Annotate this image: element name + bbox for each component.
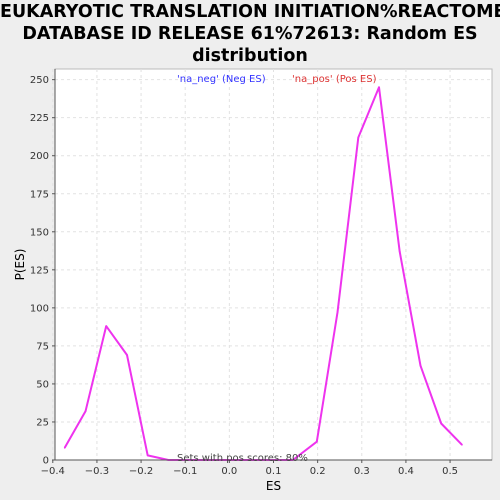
- y-tick-label: 175: [30, 189, 49, 200]
- data-point: [105, 325, 108, 327]
- x-tick-label: 0.4: [398, 466, 414, 477]
- data-point: [126, 354, 128, 356]
- chart-title-line: distribution: [192, 46, 308, 66]
- annotation-text: Sets with pos scores: 80%: [177, 453, 308, 464]
- x-tick-label: 0.5: [442, 466, 458, 477]
- axes: 0 25 50 75 100 125 150 175 200 225 250 −0.4 −0.3 −0.2…: [30, 69, 492, 477]
- y-tick-label: 125: [30, 265, 49, 276]
- data-point: [378, 86, 380, 89]
- data-point: [146, 454, 149, 457]
- grid-lines: [52, 69, 492, 461]
- data-point: [440, 422, 443, 425]
- chart-title-line: EUKARYOTIC TRANSLATION INITIATION%REACTO…: [0, 2, 500, 22]
- data-point: [357, 136, 360, 139]
- data-point: [461, 443, 463, 446]
- data-point: [419, 364, 422, 367]
- x-tick-label: 0.3: [354, 466, 370, 477]
- data-point: [63, 447, 66, 449]
- chart-title: EUKARYOTIC TRANSLATION INITIATION%REACTO…: [0, 1, 500, 67]
- legend-entry: 'na_pos' (Pos ES): [292, 74, 377, 85]
- y-tick-label: 200: [30, 151, 49, 162]
- x-tick-label: 0.1: [266, 466, 282, 477]
- x-tick-label: 0.2: [310, 466, 326, 477]
- data-point: [84, 410, 87, 413]
- y-tick-label: 75: [36, 341, 49, 352]
- y-tick-label: 100: [30, 303, 49, 314]
- data-point: [315, 440, 318, 443]
- x-tick-label: −0.1: [173, 466, 197, 477]
- x-axis-label: ES: [266, 479, 281, 493]
- data-point: [398, 250, 401, 253]
- y-tick-label: 250: [30, 75, 49, 86]
- x-tick-label: 0.0: [221, 466, 237, 477]
- legend: 'na_neg' (Neg ES) 'na_pos' (Pos ES): [177, 74, 377, 85]
- x-tick-label: −0.4: [41, 466, 65, 477]
- y-axis-label: P(ES): [13, 249, 27, 281]
- y-tick-label: 150: [30, 227, 49, 238]
- legend-entry: 'na_neg' (Neg ES): [177, 74, 266, 85]
- data-point: [336, 311, 339, 314]
- x-tick-label: −0.3: [85, 466, 109, 477]
- y-tick-label: 25: [36, 417, 49, 428]
- y-tick-label: 0: [43, 456, 49, 467]
- y-tick-label: 225: [30, 113, 49, 124]
- chart-title-line: DATABASE ID RELEASE 61%72613: Random ES: [22, 24, 478, 44]
- x-tick-label: −0.2: [129, 466, 153, 477]
- y-tick-label: 50: [36, 379, 49, 390]
